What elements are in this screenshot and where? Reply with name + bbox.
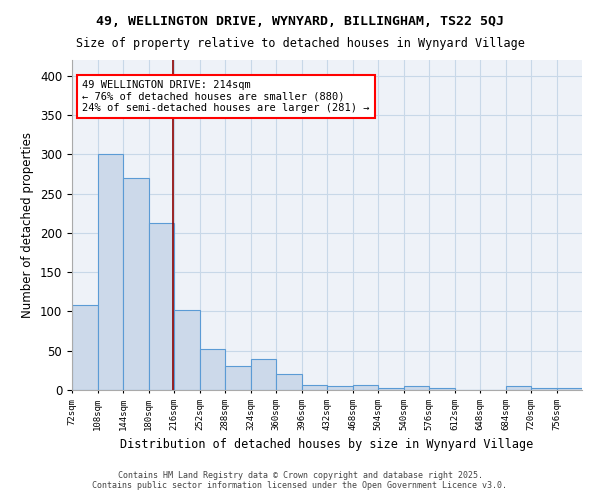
Bar [97, 154, 123, 390]
Bar [174, 310, 199, 390]
Text: 49, WELLINGTON DRIVE, WYNYARD, BILLINGHAM, TS22 5QJ: 49, WELLINGTON DRIVE, WYNYARD, BILLINGHA… [96, 15, 504, 28]
Bar [557, 388, 582, 390]
Bar [123, 178, 149, 390]
Bar [378, 388, 404, 390]
Text: Contains HM Land Registry data © Crown copyright and database right 2025.
Contai: Contains HM Land Registry data © Crown c… [92, 470, 508, 490]
Bar [72, 305, 97, 390]
Bar [505, 386, 531, 390]
X-axis label: Distribution of detached houses by size in Wynyard Village: Distribution of detached houses by size … [121, 438, 533, 451]
Y-axis label: Number of detached properties: Number of detached properties [22, 132, 34, 318]
Bar [327, 386, 353, 390]
Bar [429, 388, 455, 390]
Text: 49 WELLINGTON DRIVE: 214sqm
← 76% of detached houses are smaller (880)
24% of se: 49 WELLINGTON DRIVE: 214sqm ← 76% of det… [82, 80, 370, 113]
Bar [251, 358, 276, 390]
Bar [531, 388, 557, 390]
Bar [404, 386, 429, 390]
Bar [353, 386, 378, 390]
Bar [149, 224, 174, 390]
Text: Size of property relative to detached houses in Wynyard Village: Size of property relative to detached ho… [76, 38, 524, 51]
Bar [225, 366, 251, 390]
Bar [199, 349, 225, 390]
Bar [302, 384, 327, 390]
Bar [276, 374, 302, 390]
